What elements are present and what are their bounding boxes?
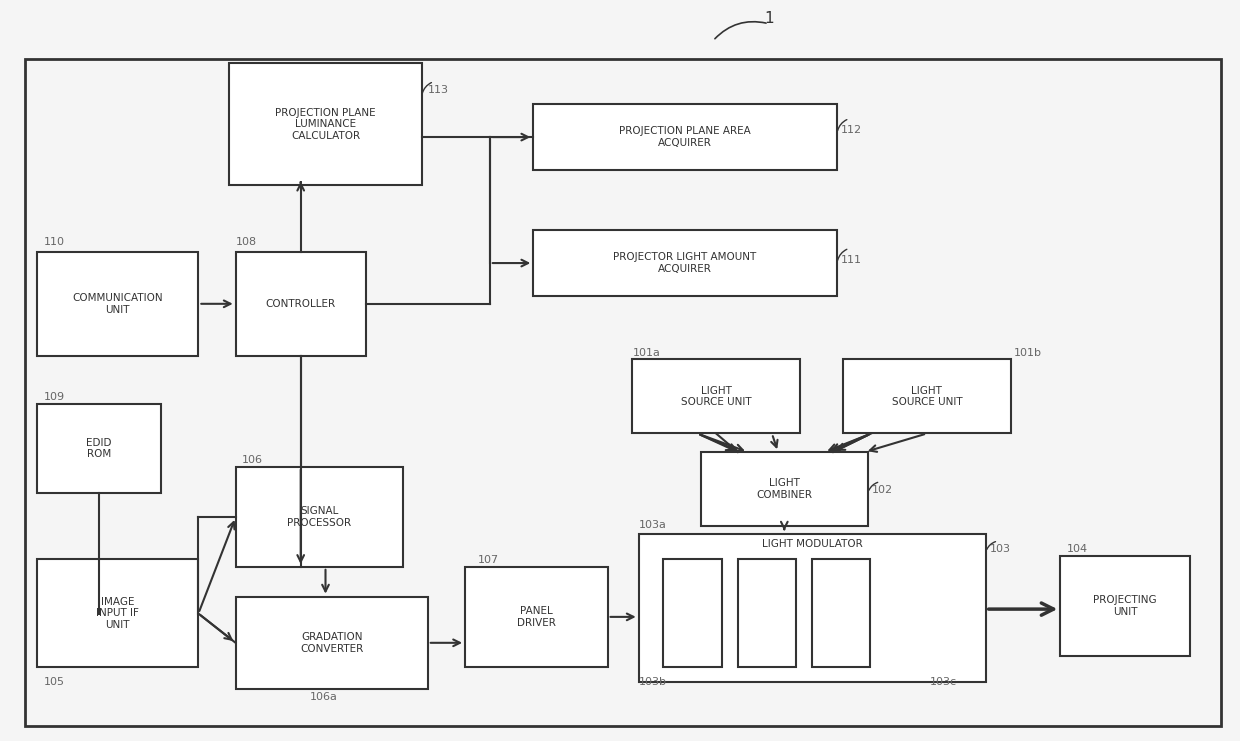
Text: 1: 1 (764, 11, 774, 26)
Text: PROJECTION PLANE
LUMINANCE
CALCULATOR: PROJECTION PLANE LUMINANCE CALCULATOR (275, 107, 376, 141)
Text: 107: 107 (477, 555, 498, 565)
Text: SIGNAL
PROCESSOR: SIGNAL PROCESSOR (288, 506, 351, 528)
FancyBboxPatch shape (533, 104, 837, 170)
Text: 103a: 103a (639, 520, 666, 531)
FancyBboxPatch shape (236, 252, 366, 356)
Text: EDID
ROM: EDID ROM (87, 437, 112, 459)
FancyBboxPatch shape (812, 559, 870, 667)
Text: 113: 113 (428, 84, 449, 95)
FancyBboxPatch shape (632, 359, 800, 433)
FancyBboxPatch shape (236, 597, 428, 689)
Text: COMMUNICATION
UNIT: COMMUNICATION UNIT (72, 293, 164, 315)
Text: 103: 103 (990, 544, 1011, 554)
FancyBboxPatch shape (639, 534, 986, 682)
FancyBboxPatch shape (236, 467, 403, 567)
FancyBboxPatch shape (37, 404, 161, 493)
Text: LIGHT MODULATOR: LIGHT MODULATOR (761, 539, 863, 549)
FancyBboxPatch shape (843, 359, 1011, 433)
FancyBboxPatch shape (37, 559, 198, 667)
Text: LIGHT
SOURCE UNIT: LIGHT SOURCE UNIT (681, 385, 751, 408)
FancyBboxPatch shape (701, 452, 868, 526)
FancyBboxPatch shape (663, 559, 722, 667)
Text: 103b: 103b (639, 677, 667, 687)
Text: 101b: 101b (1014, 348, 1043, 358)
Text: PROJECTING
UNIT: PROJECTING UNIT (1094, 595, 1157, 617)
Text: 103c: 103c (930, 677, 957, 687)
Text: 104: 104 (1066, 544, 1087, 554)
Text: LIGHT
COMBINER: LIGHT COMBINER (756, 478, 812, 500)
Text: 110: 110 (43, 236, 64, 247)
Text: 102: 102 (872, 485, 893, 495)
Text: PROJECTOR LIGHT AMOUNT
ACQUIRER: PROJECTOR LIGHT AMOUNT ACQUIRER (614, 252, 756, 274)
FancyBboxPatch shape (533, 230, 837, 296)
Text: GRADATION
CONVERTER: GRADATION CONVERTER (300, 632, 363, 654)
Text: PROJECTION PLANE AREA
ACQUIRER: PROJECTION PLANE AREA ACQUIRER (619, 126, 751, 148)
FancyBboxPatch shape (738, 559, 796, 667)
Text: 105: 105 (43, 677, 64, 688)
Text: 112: 112 (841, 125, 862, 136)
FancyBboxPatch shape (37, 252, 198, 356)
Text: CONTROLLER: CONTROLLER (265, 299, 336, 309)
FancyBboxPatch shape (465, 567, 608, 667)
Text: 101a: 101a (632, 348, 660, 358)
Text: LIGHT
SOURCE UNIT: LIGHT SOURCE UNIT (892, 385, 962, 408)
Text: 106a: 106a (310, 692, 337, 702)
Text: IMAGE
INPUT IF
UNIT: IMAGE INPUT IF UNIT (97, 597, 139, 630)
Text: 109: 109 (43, 392, 64, 402)
Text: 106: 106 (242, 455, 263, 465)
FancyBboxPatch shape (1060, 556, 1190, 656)
Text: PANEL
DRIVER: PANEL DRIVER (517, 606, 556, 628)
Text: 111: 111 (841, 255, 862, 265)
Text: 108: 108 (236, 236, 257, 247)
FancyBboxPatch shape (229, 63, 422, 185)
